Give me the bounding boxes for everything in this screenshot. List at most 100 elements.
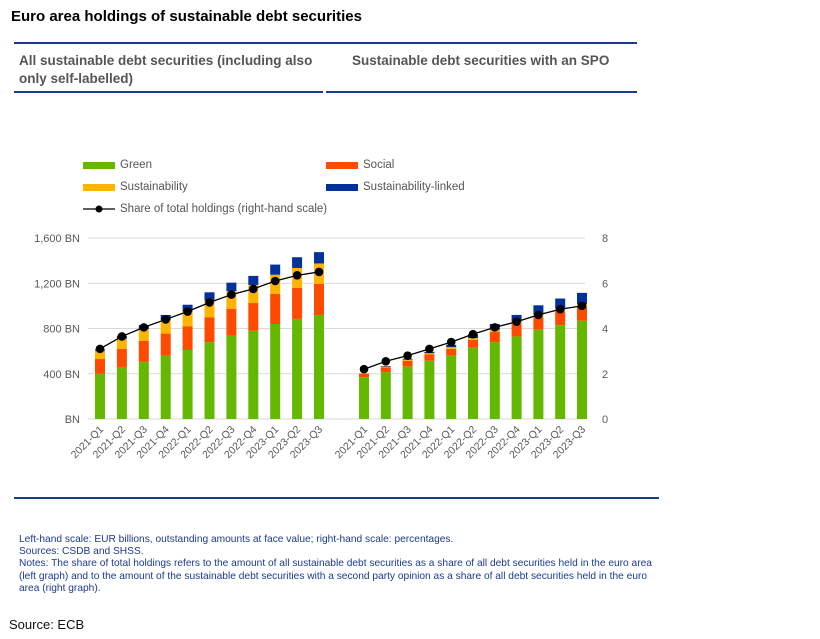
bar-green-2023-Q1 <box>270 323 281 419</box>
bar-social-2021-Q4 <box>160 333 171 356</box>
bar-social-2021-Q1 <box>359 373 369 378</box>
bar-social-2021-Q4 <box>424 354 435 361</box>
bar-social-2022-Q3 <box>226 308 237 336</box>
share-marker-2021-Q3 <box>403 351 412 360</box>
y-tick-label-left: BN <box>65 414 80 426</box>
bar-social-2023-Q3 <box>314 283 324 315</box>
bar-green-2021-Q2 <box>380 372 391 419</box>
share-marker-2021-Q3 <box>139 323 149 332</box>
bar-social-2021-Q1 <box>95 359 105 374</box>
legend-swatch-sustainability <box>83 183 115 191</box>
bar-social-2021-Q2 <box>116 348 127 367</box>
figure-title: Euro area holdings of sustainable debt s… <box>11 8 362 25</box>
left-panel-title: All sustainable debt securities (includi… <box>19 53 313 86</box>
bar-sustainability-linked-2022-Q4 <box>248 275 259 285</box>
y-tick-label-left: 400 BN <box>43 369 80 381</box>
bar-sustainability-2021-Q3 <box>138 329 149 341</box>
bar-sustainability-2021-Q2 <box>380 366 391 368</box>
share-marker-2023-Q1 <box>534 310 543 320</box>
legend-item-green: Green <box>83 159 152 171</box>
y-tick-label-right: 0 <box>602 414 608 426</box>
bar-sustainability-linked-2023-Q3 <box>314 252 324 264</box>
bar-social-2023-Q2 <box>292 287 303 319</box>
legend-line-marker-icon <box>83 205 115 213</box>
bar-sustainability-2021-Q4 <box>160 320 171 334</box>
share-marker-2023-Q2 <box>555 304 565 314</box>
share-marker-2021-Q4 <box>161 315 170 324</box>
legend-item-sustainability: Sustainability <box>83 181 188 193</box>
bar-social-2022-Q2 <box>468 339 478 348</box>
share-marker-2022-Q4 <box>249 284 258 294</box>
share-marker-2021-Q2 <box>117 332 127 341</box>
bar-sustainability-2022-Q3 <box>226 291 237 309</box>
bar-green-2022-Q1 <box>182 349 193 419</box>
bar-green-2023-Q2 <box>292 318 303 419</box>
header-rule-top <box>14 42 637 44</box>
share-marker-2022-Q1 <box>183 307 192 316</box>
bar-social-2021-Q2 <box>380 367 391 373</box>
y-tick-label-right: 6 <box>602 278 608 290</box>
legend-swatch-social <box>326 161 358 169</box>
bar-sustainability-2021-Q1 <box>95 350 105 360</box>
bar-sustainability-2022-Q1 <box>446 347 457 349</box>
bar-sustainability-2022-Q4 <box>248 284 259 304</box>
bar-sustainability-2022-Q1 <box>182 311 193 327</box>
bar-sustainability-linked-2022-Q2 <box>204 292 215 301</box>
bar-green-2022-Q3 <box>226 335 237 419</box>
bar-social-2022-Q2 <box>204 317 215 343</box>
share-marker-2021-Q1 <box>359 364 369 374</box>
bar-green-2023-Q3 <box>314 314 324 419</box>
legend-item-social: Social <box>326 159 394 171</box>
bar-sustainability-2021-Q4 <box>424 353 435 355</box>
notes-scale: Left-hand scale: EUR billions, outstandi… <box>19 534 454 545</box>
share-marker-2022-Q3 <box>490 323 500 332</box>
share-marker-2023-Q2 <box>292 271 302 280</box>
share-marker-2022-Q3 <box>227 290 236 299</box>
bar-green-2021-Q2 <box>116 366 127 419</box>
legend-item-share: Share of total holdings (right-hand scal… <box>83 203 327 215</box>
share-marker-2023-Q3 <box>314 267 324 277</box>
bar-sustainability-2022-Q2 <box>204 300 215 318</box>
right-panel-title: Sustainable debt securities with an SPO <box>352 53 610 68</box>
bar-sustainability-linked-2023-Q3 <box>577 292 587 305</box>
bar-social-2022-Q4 <box>248 303 259 331</box>
share-marker-2023-Q3 <box>577 301 587 311</box>
notes: Left-hand scale: EUR billions, outstandi… <box>19 534 659 595</box>
y-tick-label-right: 8 <box>602 233 608 245</box>
bar-social-2022-Q4 <box>511 323 522 337</box>
bar-green-2023-Q3 <box>577 320 587 419</box>
legend-label-sustainability-linked: Sustainability-linked <box>363 181 465 193</box>
legend-label-social: Social <box>363 159 395 171</box>
bar-green-2023-Q1 <box>533 329 544 419</box>
y-tick-label-right: 4 <box>602 324 608 336</box>
share-marker-2021-Q2 <box>381 357 391 366</box>
bar-green-2022-Q1 <box>446 355 457 419</box>
share-marker-2022-Q2 <box>205 298 214 307</box>
legend-item-sustainability-linked: Sustainability-linked <box>326 181 465 193</box>
bar-social-2023-Q3 <box>577 307 587 321</box>
bar-social-2022-Q1 <box>446 348 457 356</box>
y-tick-label-right: 2 <box>602 369 608 381</box>
bar-green-2022-Q4 <box>248 330 259 419</box>
y-tick-label-left: 1,200 BN <box>34 278 80 290</box>
bar-sustainability-2022-Q2 <box>468 338 478 340</box>
bar-green-2022-Q3 <box>489 342 500 419</box>
bar-green-2021-Q1 <box>95 373 105 419</box>
bar-social-2022-Q3 <box>489 331 500 343</box>
bar-social-2023-Q2 <box>555 311 566 326</box>
bar-social-2022-Q1 <box>182 326 193 350</box>
bar-green-2021-Q4 <box>424 360 435 419</box>
bar-sustainability-linked-2023-Q1 <box>533 305 544 315</box>
bar-sustainability-linked-2021-Q2 <box>380 366 391 367</box>
legend-swatch-sustainability-linked <box>326 183 358 191</box>
bar-sustainability-linked-2022-Q3 <box>226 282 237 292</box>
header-rule-right <box>326 91 637 93</box>
bar-green-2022-Q4 <box>511 336 522 419</box>
legend-label-share: Share of total holdings (right-hand scal… <box>120 203 328 215</box>
bar-green-2022-Q2 <box>204 342 215 419</box>
bar-green-2021-Q1 <box>359 377 369 419</box>
share-marker-2023-Q1 <box>270 276 280 286</box>
bar-green-2021-Q4 <box>160 355 171 419</box>
bar-social-2023-Q1 <box>533 317 544 330</box>
bar-sustainability-2021-Q3 <box>402 359 413 361</box>
